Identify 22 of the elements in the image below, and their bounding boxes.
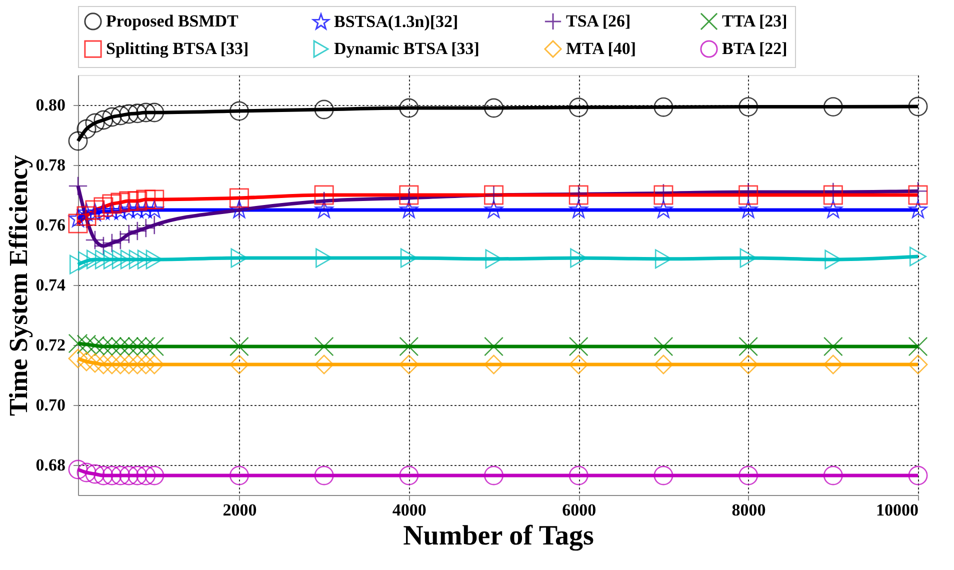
legend-label: BSTSA(1.3n)[32] [334, 12, 458, 32]
legend-label: Proposed BSMDT [106, 11, 240, 30]
y-tick-label: 0.70 [36, 396, 66, 414]
x-axis-title: Number of Tags [403, 520, 594, 552]
legend-label: TSA [26] [566, 11, 631, 30]
x-tick-label: 2000 [222, 500, 257, 520]
y-tick-label: 0.78 [36, 156, 66, 174]
legend-label: Splitting BTSA [33] [106, 39, 249, 58]
y-axis-title: Time System Efficiency [4, 155, 33, 416]
y-tick-label: 0.68 [36, 456, 66, 474]
x-tick-label: 6000 [562, 500, 596, 520]
y-tick-label: 0.74 [36, 276, 66, 294]
x-tick-label: 8000 [732, 500, 766, 520]
y-tick-label: 0.76 [36, 216, 66, 234]
legend-label: BTA [22] [722, 39, 788, 58]
legend-label: Dynamic BTSA [33] [334, 39, 480, 58]
y-tick-label: 0.72 [36, 336, 66, 354]
legend-label: MTA [40] [566, 39, 636, 58]
legend-label: TTA [23] [722, 11, 788, 30]
x-tick-label: 4000 [392, 500, 426, 520]
y-tick-label: 0.80 [36, 96, 66, 114]
x-tick-label: 10000 [876, 500, 918, 520]
